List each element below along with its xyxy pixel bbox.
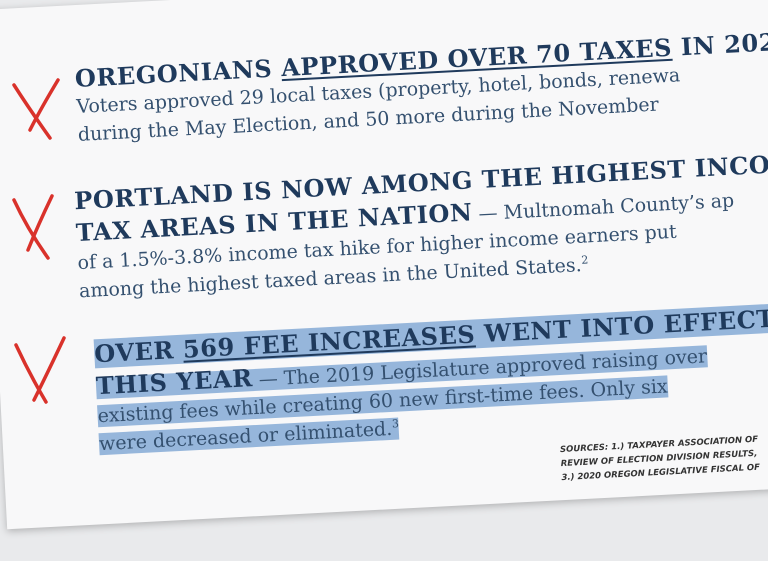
heading-text: IN 2020 xyxy=(680,26,768,62)
x-mark xyxy=(12,78,60,140)
heading-text: OVER xyxy=(93,335,175,369)
footnote: 3 xyxy=(391,417,400,431)
footnote: 2 xyxy=(581,253,589,267)
heading: THIS YEAR xyxy=(95,363,254,401)
body-text: — Multnomah County’s ap xyxy=(478,189,735,226)
heading-text: WENT INTO EFFECT xyxy=(483,303,768,348)
x-mark xyxy=(12,194,54,260)
x-mark xyxy=(14,336,66,404)
